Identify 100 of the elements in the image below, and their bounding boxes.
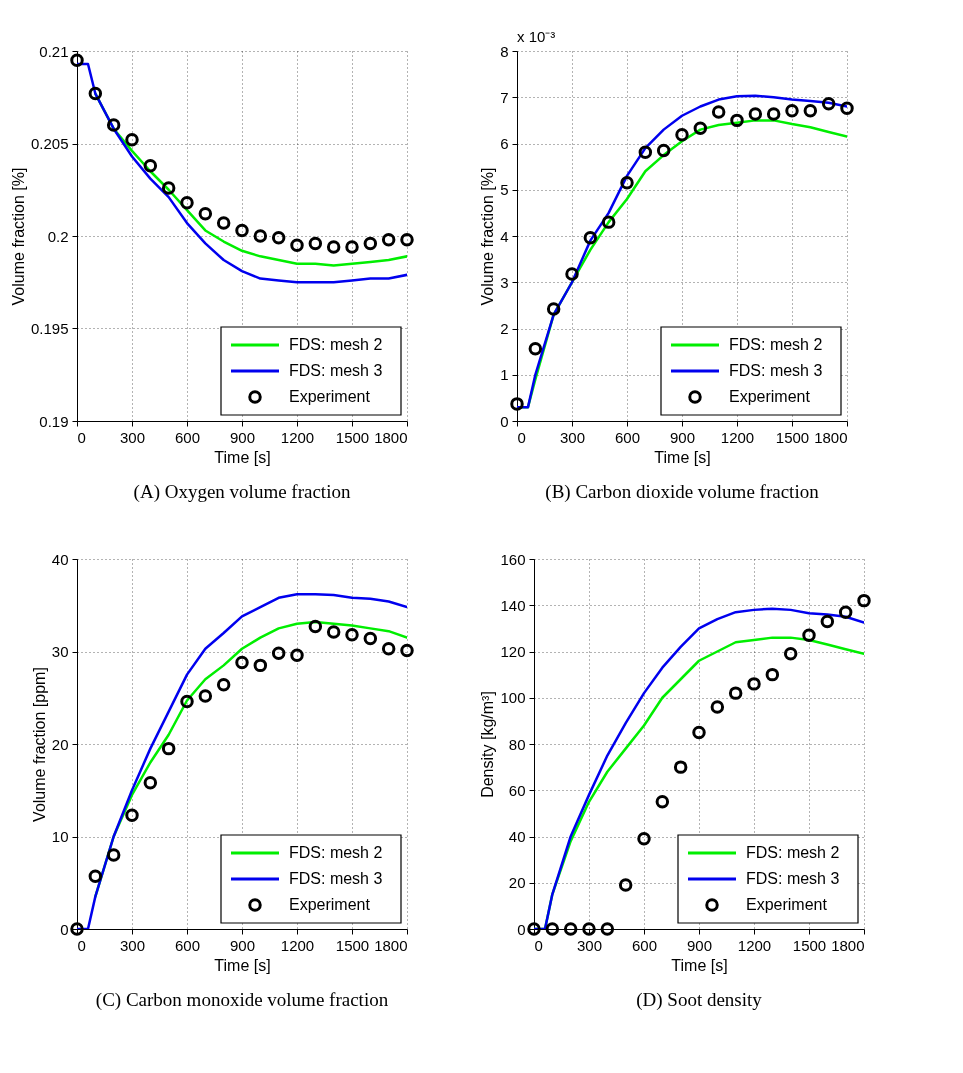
point [730, 113, 744, 128]
point [510, 397, 524, 411]
x-tick-label: 1800 [814, 428, 848, 446]
point [400, 643, 414, 658]
y-tick-label: 10 [51, 828, 69, 845]
y-tick-label: 0 [500, 412, 509, 430]
y-tick-label: 40 [508, 828, 526, 845]
y-tick-label: 0.19 [39, 412, 69, 430]
point [70, 53, 84, 67]
point [528, 342, 543, 356]
point [363, 236, 378, 251]
y-axis-title: Volume fraction [ppm] [30, 667, 48, 822]
y-tick-label: 0 [60, 920, 69, 938]
y-axis-title: Volume fraction [%] [9, 167, 27, 306]
point [271, 231, 286, 245]
point [271, 646, 286, 661]
y-tick-label: 30 [51, 643, 69, 660]
point [290, 238, 304, 252]
x-tick-label: 600 [631, 936, 658, 954]
point [582, 922, 596, 936]
x-tick-label: 600 [174, 936, 201, 954]
point [618, 878, 633, 892]
point [747, 677, 761, 691]
point [583, 231, 598, 245]
point [161, 741, 176, 756]
x-tick-label: 1500 [335, 428, 370, 446]
point [655, 795, 670, 809]
point [180, 195, 194, 210]
point [381, 232, 396, 247]
point [326, 240, 341, 254]
point [345, 240, 359, 254]
y-tick-label: 100 [500, 689, 526, 707]
x-tick-label: 900 [669, 428, 696, 446]
legend-label: FDS: mesh 2 [746, 844, 840, 861]
point [821, 96, 836, 111]
point [180, 694, 194, 709]
y-tick-label: 1 [500, 366, 509, 384]
point [673, 760, 688, 774]
x-tick-label: 300 [119, 428, 146, 446]
point [143, 776, 158, 790]
line-series [77, 62, 407, 284]
y-tick-label: 20 [51, 735, 69, 753]
text: (C) Carbon monoxide volume fraction [95, 989, 389, 1011]
y-tick-label: 2 [500, 320, 509, 337]
point [88, 86, 103, 101]
y-tick-label: 3 [500, 273, 509, 291]
x-tick-label: 1500 [775, 428, 810, 446]
x-tick-label: 900 [229, 936, 256, 954]
point [600, 922, 615, 936]
legend-label: Experiment [746, 896, 828, 913]
y-tick-label: 7 [500, 88, 509, 106]
x-tick-label: 300 [119, 936, 146, 954]
legend-label: FDS: mesh 2 [729, 336, 823, 353]
point [198, 207, 213, 221]
point [381, 641, 396, 656]
x-axis-title: Time [s] [671, 956, 728, 974]
text: x 10⁻³ [517, 28, 556, 45]
point [106, 848, 121, 862]
legend-label: FDS: mesh 3 [289, 362, 383, 379]
point [161, 181, 176, 195]
y-tick-label: 0.2 [47, 227, 69, 245]
y-tick-label: 4 [500, 227, 509, 245]
point [527, 922, 541, 936]
point [253, 658, 268, 673]
point [783, 647, 798, 661]
y-axis-title: Volume fraction [%] [479, 167, 497, 306]
y-axis-title: Density [kg/m³] [479, 691, 497, 798]
point [728, 686, 743, 700]
x-tick-label: 1500 [335, 936, 370, 954]
point [637, 832, 651, 846]
x-tick-label: 300 [559, 428, 586, 446]
y-tick-label: 8 [500, 42, 509, 60]
point [363, 631, 378, 646]
y-tick-label: 160 [500, 550, 526, 568]
legend-label: FDS: mesh 3 [289, 870, 383, 887]
y-tick-label: 40 [51, 550, 69, 568]
x-tick-label: 900 [686, 936, 713, 954]
x-tick-label: 600 [174, 428, 201, 446]
point [216, 216, 231, 230]
point [765, 667, 780, 682]
legend-label: Experiment [289, 896, 371, 913]
point [692, 725, 706, 740]
point [125, 808, 139, 822]
point [838, 605, 853, 619]
x-tick-label: 300 [576, 936, 603, 954]
point [638, 145, 653, 160]
point [748, 107, 763, 121]
point [857, 593, 871, 608]
point [711, 105, 726, 119]
point [803, 103, 818, 118]
point [545, 922, 560, 936]
y-tick-label: 140 [500, 596, 526, 614]
point [143, 158, 158, 173]
legend-label: FDS: mesh 3 [729, 362, 823, 379]
legend-label: FDS: mesh 2 [289, 336, 383, 353]
point [675, 127, 689, 142]
x-tick-label: 1800 [831, 936, 865, 954]
text: (A) Oxygen volume fraction [133, 481, 351, 503]
legend-label: Experiment [289, 388, 371, 405]
legend-label: Experiment [729, 388, 811, 405]
